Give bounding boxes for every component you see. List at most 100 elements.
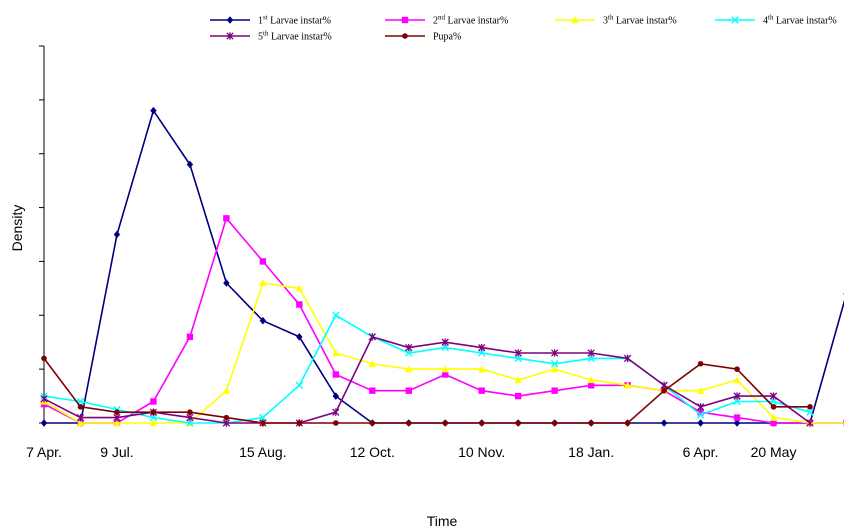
data-point-circle [187,409,193,416]
data-point-diamond [150,106,157,115]
legend-item: 2nd Larvae instar% [385,14,508,27]
data-point-star [806,419,814,427]
data-point-x [405,349,413,357]
data-point-star [769,392,778,400]
legend-item: 3th Larvae instar% [555,14,677,27]
data-point-diamond [660,419,668,427]
data-point-square [551,387,558,394]
data-point-star [226,32,234,40]
x-tick-label: 20 May [751,444,797,460]
data-point-star [40,395,48,403]
data-point-triangle [113,419,121,427]
data-point-x [733,397,741,406]
data-point-circle [588,420,594,426]
legend-label: 5th Larvae instar% [258,30,332,43]
data-point-square [733,414,741,421]
data-point-triangle [478,365,486,373]
data-point-square [150,398,157,405]
data-point-triangle [295,284,303,292]
data-point-circle [333,420,339,426]
data-point-diamond [296,333,303,341]
series-2 [40,215,844,427]
data-point-star [587,349,595,357]
data-point-star [514,349,522,357]
data-point-triangle [624,381,632,389]
data-point-triangle [149,419,158,427]
series-line [43,335,811,424]
data-point-triangle [733,376,741,384]
series-line [43,282,844,424]
data-point-x [295,381,304,389]
data-point-square [442,371,449,378]
series-line [43,357,810,424]
data-point-diamond [113,230,121,239]
data-point-square [332,371,340,378]
chart-legend: 1st Larvae instar% 2nd Larvae instar% 3th … [210,14,837,43]
data-point-square [296,301,303,308]
x-tick-label: 7 Apr. [26,444,62,460]
data-point-diamond [226,16,234,24]
data-point-x [186,419,194,427]
data-point-triangle [332,349,340,357]
data-point-star [368,333,376,341]
data-point-triangle [441,365,449,373]
data-point-star [733,392,741,400]
data-point-triangle [587,376,595,384]
data-point-square [478,387,485,394]
x-tick-label: 10 Nov. [458,444,505,460]
data-point-square [401,16,409,24]
series-line [43,314,811,424]
data-point-circle [41,355,47,362]
data-point-triangle [405,365,413,373]
data-point-star [441,338,449,346]
data-point-circle [77,404,84,410]
data-point-circle [150,409,157,416]
legend-item: 4th Larvae instar% [715,14,837,27]
x-axis-tick-labels: 7 Apr. 9 Jul. 15 Aug. 12 Oct. 10 Nov. 18 Jan.… [26,444,796,460]
data-point-square [186,333,194,341]
data-point-circle [551,420,558,426]
data-point-circle [402,33,408,39]
data-point-square [770,419,777,427]
x-tick-label: 12 Oct. [350,444,395,460]
data-point-star [405,343,413,352]
data-point-circle [114,409,120,416]
data-point-x [441,343,449,352]
data-point-star [696,403,705,411]
chart-series [40,106,844,427]
x-tick-label: 9 Jul. [100,444,133,460]
data-point-square [587,382,595,389]
data-point-circle [405,420,412,426]
data-point-star [660,381,668,389]
data-point-square [369,387,376,394]
data-point-diamond [223,279,230,287]
data-point-triangle [551,365,559,373]
data-point-star [478,343,486,352]
legend-label: 1st Larvae instar% [258,14,331,27]
data-point-diamond [186,160,194,169]
data-point-diamond [697,419,704,427]
data-point-diamond [40,419,48,427]
data-point-x [587,354,595,363]
data-point-x [514,354,522,363]
data-point-square [514,392,522,400]
x-tick-label: 15 Aug. [239,444,287,460]
data-point-star [551,349,559,357]
legend-item: 5th Larvae instar% [210,30,332,43]
data-point-x [696,411,705,419]
legend-item: 1st Larvae instar% [210,14,331,27]
y-axis-title: Density [9,205,25,252]
data-point-circle [442,420,449,426]
data-point-star [186,413,194,422]
x-tick-label: 6 Apr. [683,444,719,460]
data-point-x [731,16,739,24]
data-point-x [550,360,559,368]
data-point-triangle [368,359,376,367]
data-point-circle [661,387,667,394]
data-point-square [223,215,230,222]
data-point-x [259,413,267,422]
series-6 [41,355,813,426]
data-point-diamond [733,419,741,427]
legend-label: 4th Larvae instar% [763,14,837,27]
